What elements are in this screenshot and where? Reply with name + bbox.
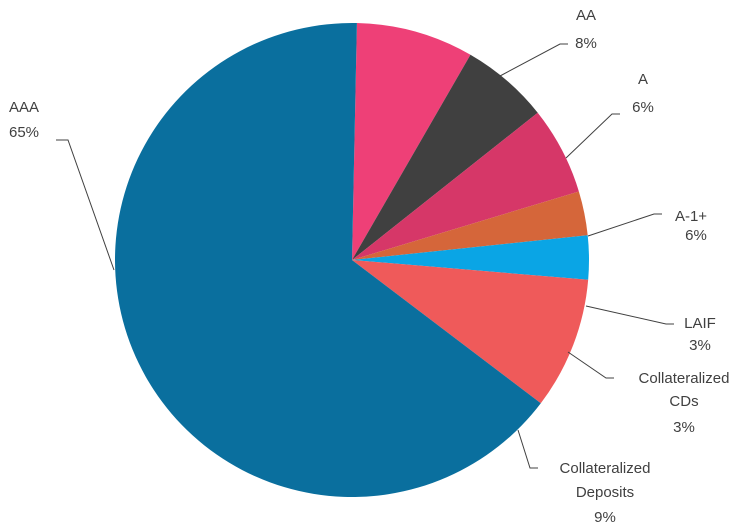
label-a1plus: A-1+ 6%	[675, 208, 707, 244]
label-collateralized-cds-line-1: Collateralized	[639, 370, 730, 387]
pie-slice-collateralized-deposits	[352, 260, 589, 404]
leader-line-collateralized-deposits	[517, 429, 538, 469]
pie-slice-collateralized-cds	[352, 235, 589, 280]
label-a1plus-name: A-1+	[675, 208, 707, 225]
label-a-name: A	[638, 71, 648, 88]
label-laif-name: LAIF	[684, 315, 716, 332]
label-a-pct: 6%	[632, 99, 654, 116]
label-collateralized-cds-pct: 3%	[673, 419, 695, 436]
data-labels: AA 8% A 6% A-1+ 6% LAIF 3% Collateralize…	[9, 7, 729, 526]
label-aa: AA 8%	[575, 7, 597, 52]
label-collateralized-deposits: Collateralized Deposits 9%	[560, 460, 651, 526]
leader-line-aa	[499, 43, 568, 77]
label-laif-pct: 3%	[689, 337, 711, 354]
pie-slice-laif	[352, 191, 588, 260]
label-aa-name: AA	[576, 7, 596, 24]
pie-slice-a-1	[352, 112, 579, 260]
leader-lines	[56, 43, 674, 469]
pie-slice-a	[352, 54, 538, 261]
label-aaa-name: AAA	[9, 99, 39, 116]
label-a1plus-pct: 6%	[685, 227, 707, 244]
label-a: A 6%	[632, 71, 654, 116]
pie-slices	[115, 22, 589, 497]
label-laif: LAIF 3%	[684, 315, 716, 354]
label-collateralized-cds-line-2: CDs	[669, 393, 698, 410]
leader-line-aaa	[56, 139, 115, 271]
label-aaa: AAA 65%	[9, 99, 39, 141]
leader-line-a1plus	[587, 213, 662, 237]
label-collateralized-deposits-line-1: Collateralized	[560, 460, 651, 477]
leader-line-collateralized-cds	[567, 351, 614, 379]
label-collateralized-deposits-pct: 9%	[594, 509, 616, 526]
pie-slice-aa	[352, 23, 471, 260]
label-aaa-pct: 65%	[9, 124, 39, 141]
label-collateralized-cds: Collateralized CDs 3%	[639, 370, 730, 436]
leader-line-laif	[585, 305, 674, 325]
label-aa-pct: 8%	[575, 35, 597, 52]
label-collateralized-deposits-line-2: Deposits	[576, 484, 634, 501]
leader-line-a	[565, 113, 620, 159]
pie-slice-aaa	[115, 22, 541, 497]
